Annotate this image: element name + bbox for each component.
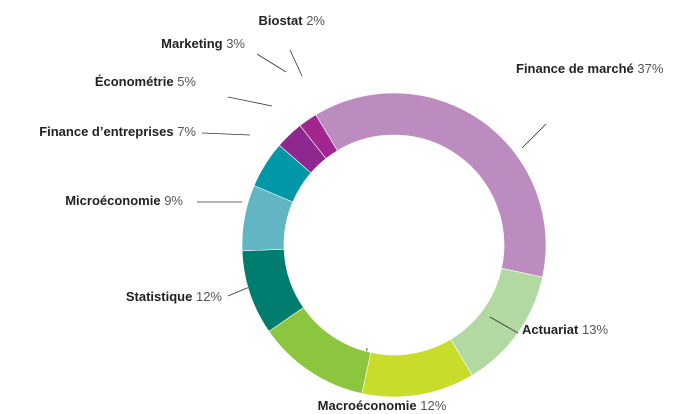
segment-label: Biostat 2%: [259, 13, 326, 28]
leader-line: [201, 132, 251, 136]
segment-label: Finance de marché 37%: [516, 61, 664, 76]
segment-label: Marketing 3%: [161, 36, 245, 51]
category-name: Macroéconomie: [318, 398, 417, 413]
donut-segment: [361, 338, 473, 398]
category-name: Économétrie: [95, 74, 174, 89]
leader-line: [489, 316, 519, 334]
segment-label: Économétrie 5%: [95, 74, 197, 89]
donut-segment: [299, 114, 338, 159]
segment-label: Microéconomie 9%: [65, 193, 183, 208]
value-label: 3%: [226, 36, 245, 51]
segment-label: Macroéconomie 12%: [318, 398, 447, 413]
category-name: Finance d’entreprises: [39, 124, 173, 139]
value-label: 13%: [582, 322, 608, 337]
segment-label: Statistique 12%: [126, 289, 223, 304]
category-name: Microéconomie: [65, 193, 160, 208]
leader-line: [289, 49, 303, 77]
category-name: Marketing: [161, 36, 222, 51]
value-label: 12%: [420, 398, 446, 413]
category-name: Statistique: [126, 289, 192, 304]
segment-label: Actuariat 13%: [522, 322, 608, 337]
value-label: 9%: [164, 193, 183, 208]
value-label: 5%: [177, 74, 196, 89]
value-label: 37%: [637, 61, 663, 76]
category-name: Actuariat: [522, 322, 579, 337]
category-name: Finance de marché: [516, 61, 634, 76]
value-label: 12%: [196, 289, 222, 304]
leader-line: [521, 123, 547, 149]
donut-segment: [315, 92, 547, 278]
segment-label: Finance d’entreprises 7%: [39, 124, 196, 139]
category-name: Biostat: [259, 13, 304, 28]
leader-line: [256, 53, 287, 73]
value-label: 2%: [306, 13, 325, 28]
leader-line: [227, 96, 273, 107]
value-label: 7%: [177, 124, 196, 139]
